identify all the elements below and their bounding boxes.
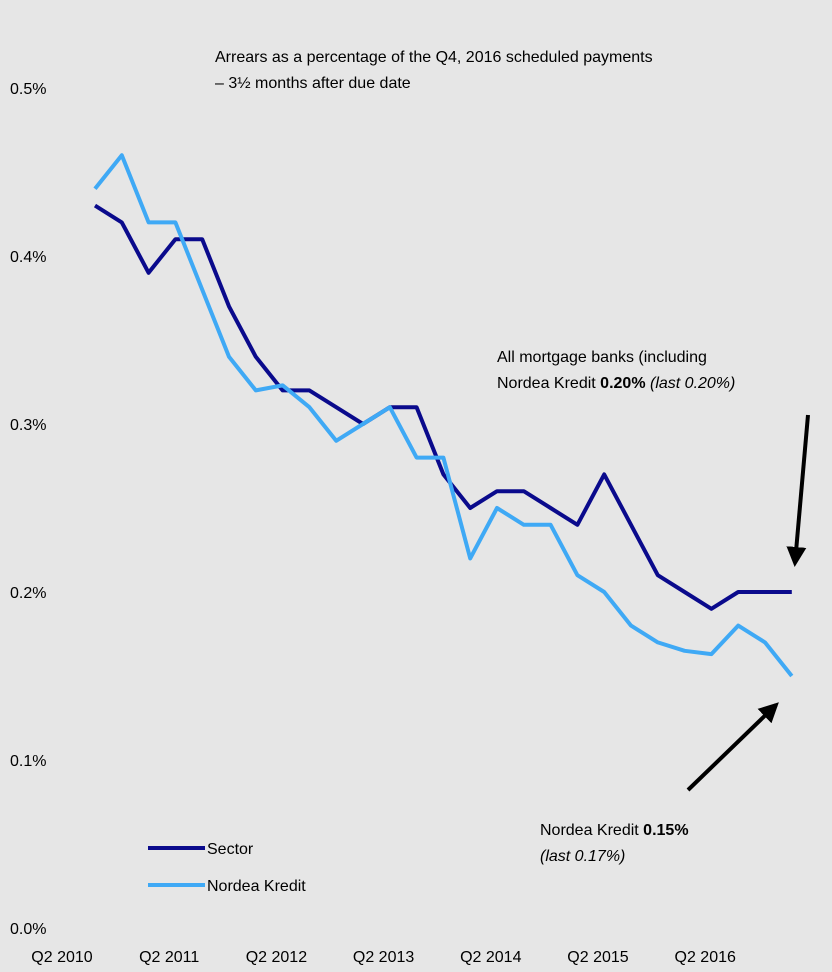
y-tick-label: 0.1%	[10, 753, 46, 770]
x-tick-label: Q2 2014	[460, 949, 521, 966]
annotation: Nordea Kredit 0.15%	[540, 822, 689, 839]
y-tick-label: 0.2%	[10, 585, 46, 602]
y-tick-label: 0.3%	[10, 417, 46, 434]
legend-label: Sector	[207, 841, 254, 858]
arrow	[686, 702, 779, 792]
x-tick-label: Q2 2012	[246, 949, 307, 966]
y-tick-label: 0.0%	[10, 921, 46, 938]
line-series	[93, 203, 792, 611]
line-series	[93, 153, 794, 678]
y-tick-label: 0.4%	[10, 249, 46, 266]
annotation-part: All mortgage banks (including	[497, 349, 707, 366]
legend-label: Nordea Kredit	[207, 878, 306, 895]
annotation-part: (last 0.17%)	[540, 848, 625, 865]
x-tick-label: Q2 2015	[567, 949, 628, 966]
x-tick-label: Q2 2011	[139, 949, 199, 966]
x-tick-label: Q2 2013	[353, 949, 414, 966]
annotation-part: 0.20%	[600, 375, 645, 392]
annotation-part: 0.15%	[643, 822, 688, 839]
x-tick-label: Q2 2016	[675, 949, 736, 966]
chart-subtitle: – 3½ months after due date	[215, 75, 411, 92]
y-tick-label: 0.5%	[10, 81, 46, 98]
chart-title: Arrears as a percentage of the Q4, 2016 …	[215, 49, 653, 66]
x-tick-label: Q2 2010	[31, 949, 92, 966]
arrow	[786, 414, 810, 567]
annotation-part: (last 0.20%)	[646, 375, 736, 392]
annotation: Nordea Kredit 0.20% (last 0.20%)	[497, 375, 735, 392]
annotation-part: Nordea Kredit	[497, 375, 600, 392]
annotation-part: Nordea Kredit	[540, 822, 643, 839]
annotation: (last 0.17%)	[540, 848, 625, 865]
annotation: All mortgage banks (including	[497, 349, 707, 366]
